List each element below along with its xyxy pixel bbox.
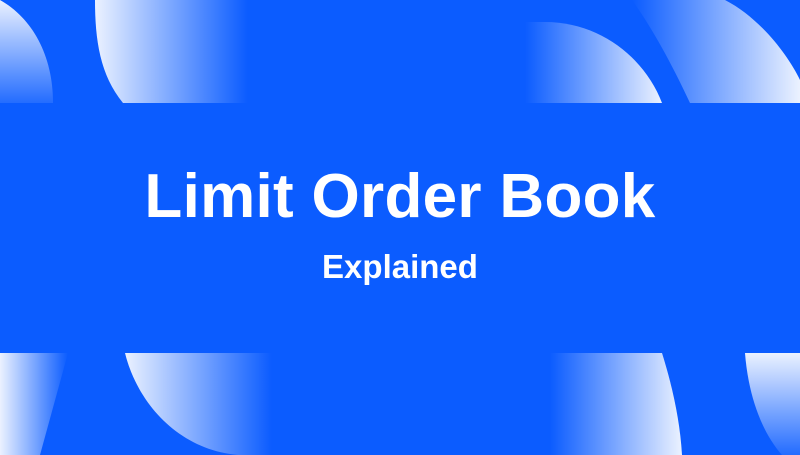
top-center-right-arc-shape — [525, 22, 662, 103]
bottom-center-left-arc-shape — [125, 353, 272, 455]
bottom-left-shape — [0, 353, 68, 455]
top-left-arc-shape — [0, 0, 53, 103]
bottom-center-right-arc-shape — [550, 353, 682, 455]
top-right-arc-shape — [632, 0, 800, 103]
title-block: Limit Order Book Explained — [0, 103, 800, 353]
page-subtitle: Explained — [322, 247, 478, 285]
top-center-left-arc-shape — [95, 0, 248, 103]
bottom-right-arc-shape — [745, 353, 800, 455]
page-title: Limit Order Book — [144, 161, 656, 231]
